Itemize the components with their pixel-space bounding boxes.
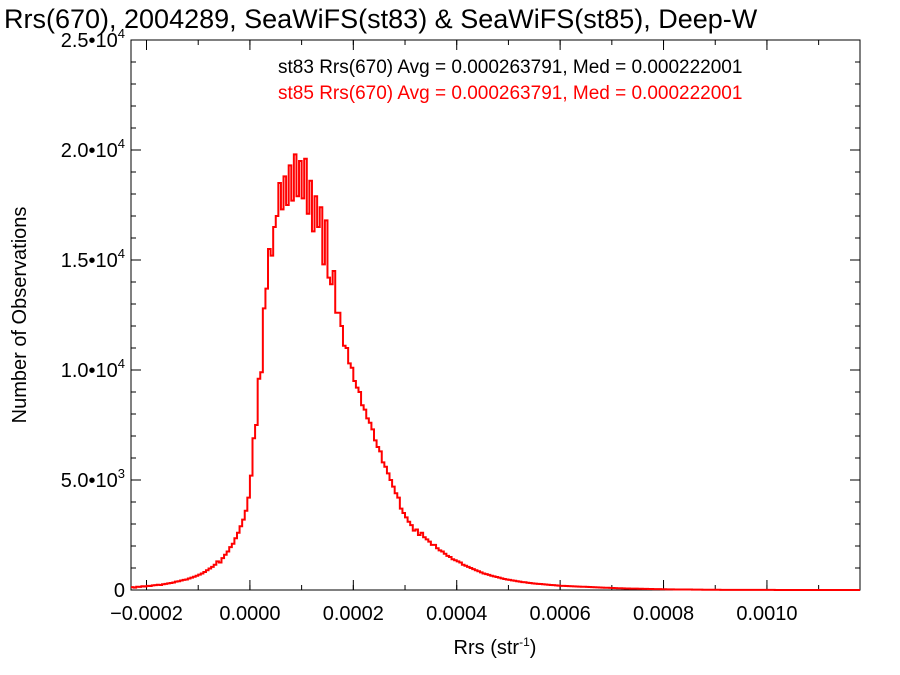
y-tick-label: 1.5•104	[61, 246, 125, 272]
legend-entry-st83: st83 Rrs(670) Avg = 0.000263791, Med = 0…	[278, 57, 742, 78]
y-axis: 0 5.0•103 1.0•104 1.5•104 2.0•104 2.5•104	[61, 26, 860, 602]
x-tick-label: 0.0000	[219, 603, 280, 625]
x-tick-label: 0.0002	[323, 603, 384, 625]
y-axis-label: Number of Observations	[9, 207, 31, 424]
y-tick-label: 1.0•104	[61, 356, 125, 382]
legend-entry-st85: st85 Rrs(670) Avg = 0.000263791, Med = 0…	[278, 83, 742, 104]
chart-title: Rrs(670), 2004289, SeaWiFS(st83) & SeaWi…	[4, 4, 758, 34]
y-tick-label: 5.0•103	[61, 466, 125, 492]
x-tick-label: 0.0010	[736, 603, 797, 625]
x-axis: −0.0002 0.0000 0.0002 0.0004 0.0006 0.0008 0.0…	[110, 40, 820, 625]
y-tick-label: 2.0•104	[61, 136, 125, 162]
x-tick-label: 0.0004	[426, 603, 487, 625]
x-tick-label: −0.0002	[110, 603, 183, 625]
x-axis-label: Rrs (str-1)	[454, 635, 537, 659]
x-tick-label: 0.0006	[530, 603, 591, 625]
x-tick-label: 0.0008	[633, 603, 694, 625]
series-st85-histogram	[131, 153, 860, 591]
plot-frame	[130, 39, 861, 591]
y-tick-label: 0	[114, 580, 125, 602]
y-tick-label: 2.5•104	[61, 26, 125, 52]
